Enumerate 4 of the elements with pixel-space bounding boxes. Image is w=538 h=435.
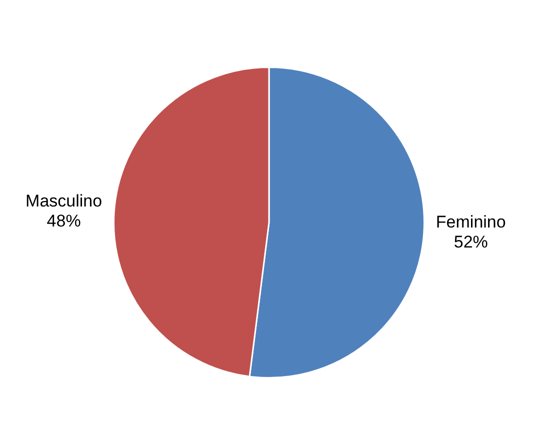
data-label: 52%	[454, 232, 488, 252]
slice-label: Feminino	[436, 212, 506, 232]
data-label: 48%	[46, 212, 81, 231]
slice-label: Masculino	[26, 192, 102, 211]
